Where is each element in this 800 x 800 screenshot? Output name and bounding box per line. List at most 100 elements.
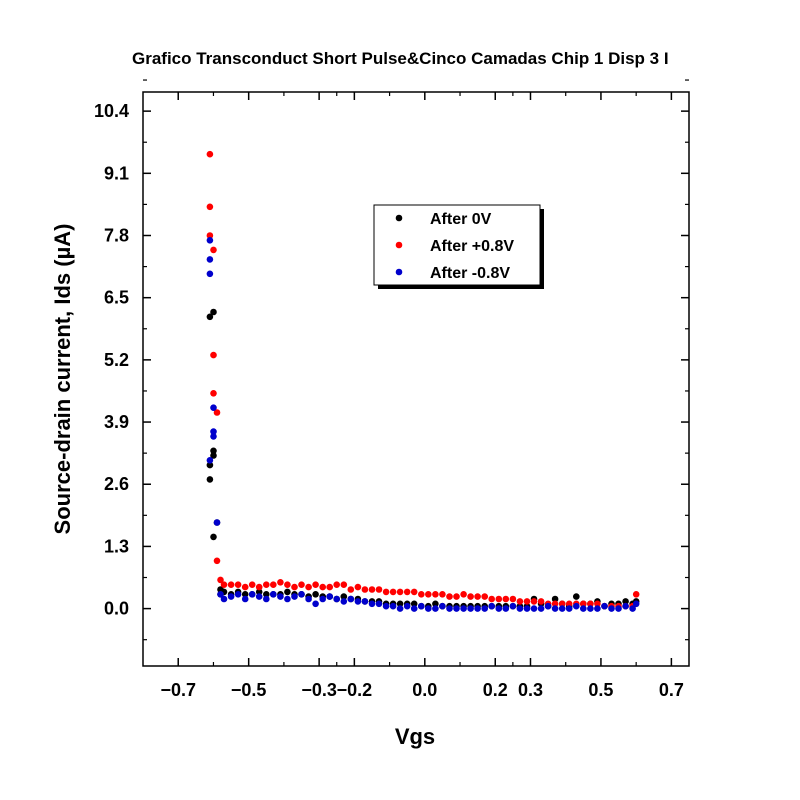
data-point [375, 600, 383, 608]
data-point [467, 605, 474, 612]
data-point [516, 598, 524, 605]
data-point [340, 598, 348, 605]
data-point [551, 595, 559, 603]
data-point [410, 600, 418, 608]
data-point [227, 593, 235, 600]
data-point [291, 583, 298, 591]
data-point [446, 593, 453, 600]
data-point [453, 593, 460, 600]
data-point [248, 581, 256, 588]
data-point [354, 583, 362, 591]
y-axis-label: Source-drain current, Ids (µA) [50, 224, 75, 535]
data-point [580, 600, 587, 608]
data-point [263, 581, 270, 588]
data-point [206, 476, 214, 483]
data-point [594, 605, 601, 612]
data-point [206, 313, 214, 321]
y-tick-label: 10.4 [94, 101, 129, 121]
data-point [284, 588, 291, 596]
data-point [319, 583, 327, 591]
data-point [425, 605, 432, 612]
data-point [220, 595, 228, 603]
data-point [382, 602, 390, 610]
data-point [347, 586, 355, 593]
data-point [594, 600, 601, 608]
data-point [291, 593, 298, 600]
data-point [241, 591, 249, 598]
data-point [210, 246, 217, 254]
data-point [298, 591, 305, 598]
data-point [481, 593, 489, 600]
data-point [255, 583, 263, 591]
data-point [523, 605, 531, 612]
y-tick-label: 6.5 [104, 288, 129, 308]
data-point [432, 605, 439, 612]
legend-label: After 0V [430, 211, 492, 228]
data-point [206, 232, 214, 239]
data-point [227, 581, 235, 588]
data-point [453, 605, 460, 612]
data-point [587, 600, 594, 608]
x-axis-label: Vgs [395, 724, 435, 749]
x-tick-label: 0.0 [412, 680, 437, 700]
data-point [481, 605, 489, 612]
data-point [410, 605, 418, 612]
y-tick-label: 5.2 [104, 350, 129, 370]
data-point [326, 593, 334, 600]
data-point [488, 602, 496, 610]
data-point [206, 150, 214, 158]
data-point [551, 600, 559, 608]
data-point [312, 581, 319, 588]
y-axis: 0.0 1.3 2.6 3.9 5.2 6.5 7.8 9.1 10.4 [94, 79, 689, 641]
data-point [277, 579, 284, 586]
data-point [210, 351, 217, 359]
data-point [403, 588, 411, 596]
data-point [629, 605, 636, 612]
data-point [396, 600, 404, 608]
data-point [460, 591, 467, 598]
data-point [354, 598, 362, 605]
x-axis: −0.7 −0.5 −0.3 −0.2 0.0 0.2 0.3 0.5 0.7 [160, 92, 684, 700]
data-point [396, 605, 404, 612]
data-point [558, 600, 566, 608]
legend-label: After -0.8V [430, 265, 510, 282]
data-point [474, 593, 481, 600]
data-point [432, 591, 439, 598]
x-tick-label: 0.5 [588, 680, 613, 700]
legend-marker [395, 241, 403, 249]
data-point [418, 591, 425, 598]
data-point [608, 605, 615, 612]
data-point [580, 605, 587, 612]
legend-label: After +0.8V [430, 238, 514, 255]
data-point [615, 605, 622, 612]
y-tick-label: 2.6 [104, 474, 129, 494]
data-point [277, 593, 284, 600]
data-point [217, 576, 224, 584]
data-point [502, 595, 510, 603]
data-point [439, 602, 446, 610]
data-point [622, 602, 629, 610]
data-point [206, 270, 214, 278]
data-point [206, 256, 214, 263]
data-point [368, 586, 376, 593]
data-point [601, 602, 608, 610]
data-point [210, 533, 217, 541]
data-point [467, 593, 474, 600]
data-point [425, 591, 432, 598]
data-point [460, 605, 467, 612]
x-tick-label: 0.3 [518, 680, 543, 700]
data-point [217, 591, 224, 598]
data-point [319, 595, 327, 603]
data-point [488, 595, 496, 603]
data-point [495, 605, 503, 612]
x-tick-label: −0.3 [301, 680, 337, 700]
data-point [298, 581, 305, 588]
data-point [270, 581, 277, 588]
series-1 [206, 308, 640, 610]
data-point [565, 600, 573, 608]
data-point [312, 600, 319, 608]
data-point [340, 593, 348, 600]
data-point [523, 598, 531, 605]
data-point [263, 591, 270, 598]
